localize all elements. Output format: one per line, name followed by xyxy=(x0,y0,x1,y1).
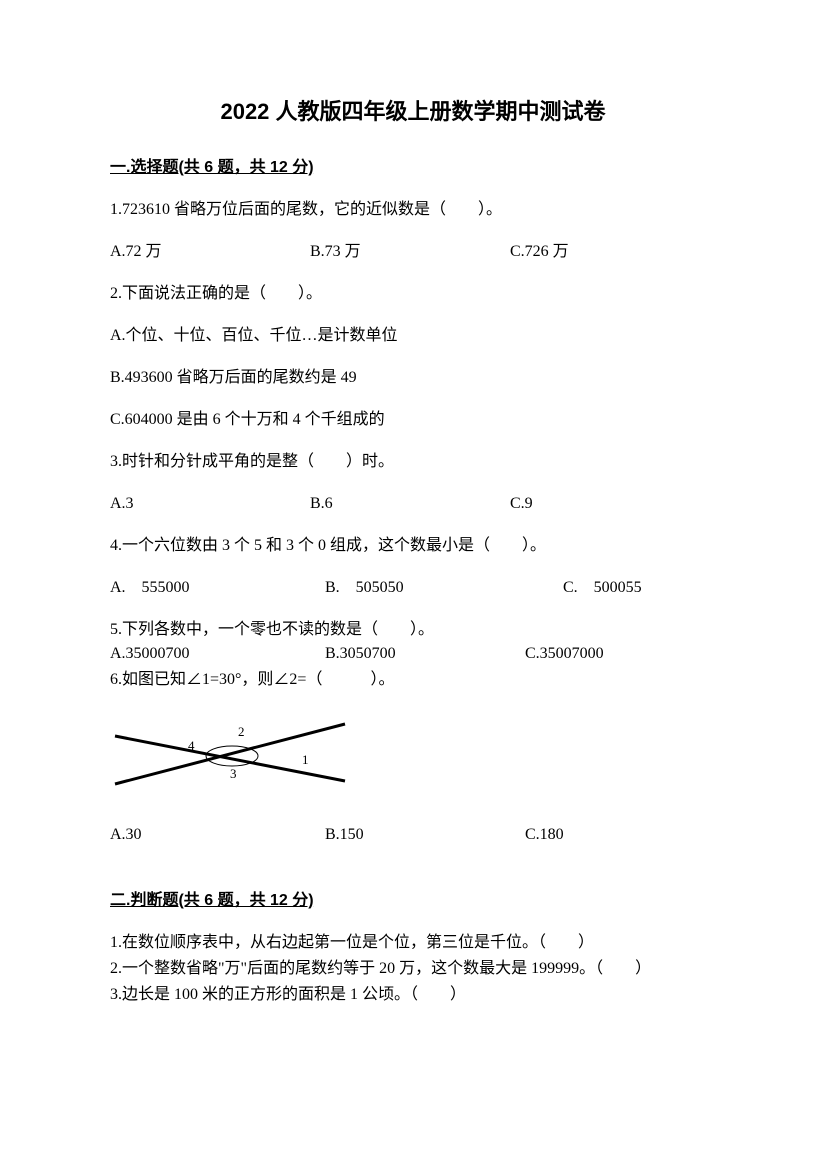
q1-text: 1.723610 省略万位后面的尾数，它的近似数是（ ）。 xyxy=(110,198,716,222)
q4-option-a: A. 555000 xyxy=(110,576,325,600)
q6-option-c: C.180 xyxy=(525,823,705,847)
section1-header: 一.选择题(共 6 题，共 12 分) xyxy=(110,156,716,180)
page-title: 2022 人教版四年级上册数学期中测试卷 xyxy=(110,95,716,128)
q6-text: 6.如图已知∠1=30°，则∠2=（ ）。 xyxy=(110,668,716,692)
q3-text: 3.时针和分针成平角的是整（ ）时。 xyxy=(110,450,716,474)
q2-option-b: B.493600 省略万后面的尾数约是 49 xyxy=(110,366,716,390)
q1-option-b: B.73 万 xyxy=(310,240,510,264)
q4-option-b: B. 505050 xyxy=(325,576,563,600)
q3-option-c: C.9 xyxy=(510,492,690,516)
s2-q1: 1.在数位顺序表中，从右边起第一位是个位，第三位是千位。（ ） xyxy=(110,931,716,955)
q6-option-b: B.150 xyxy=(325,823,525,847)
q5-option-a: A.35000700 xyxy=(110,642,325,666)
q1-options: A.72 万 B.73 万 C.726 万 xyxy=(110,240,716,264)
q2-option-c: C.604000 是由 6 个十万和 4 个千组成的 xyxy=(110,408,716,432)
q1-option-c: C.726 万 xyxy=(510,240,690,264)
q3-option-b: B.6 xyxy=(310,492,510,516)
q5-text: 5.下列各数中，一个零也不读的数是（ ）。 xyxy=(110,618,716,642)
q5-option-b: B.3050700 xyxy=(325,642,525,666)
angle-diagram-svg: 1 2 3 4 xyxy=(110,706,350,801)
q4: 4.一个六位数由 3 个 5 和 3 个 0 组成，这个数最小是（ ）。 A. … xyxy=(110,534,716,600)
q6: 6.如图已知∠1=30°，则∠2=（ ）。 xyxy=(110,668,716,692)
q5: 5.下列各数中，一个零也不读的数是（ ）。 A.35000700 B.30507… xyxy=(110,618,716,666)
q2-text: 2.下面说法正确的是（ ）。 xyxy=(110,282,716,306)
s2-q3: 3.边长是 100 米的正方形的面积是 1 公顷。（ ） xyxy=(110,983,716,1007)
svg-text:4: 4 xyxy=(188,738,195,753)
q3: 3.时针和分针成平角的是整（ ）时。 A.3 B.6 C.9 xyxy=(110,450,716,516)
section2-header: 二.判断题(共 6 题，共 12 分) xyxy=(110,889,716,913)
q3-option-a: A.3 xyxy=(110,492,310,516)
q2: 2.下面说法正确的是（ ）。 A.个位、十位、百位、千位…是计数单位 B.493… xyxy=(110,282,716,432)
q5-options: A.35000700 B.3050700 C.35007000 xyxy=(110,642,716,666)
q5-option-c: C.35007000 xyxy=(525,642,675,666)
q4-option-c: C. 500055 xyxy=(563,576,713,600)
svg-text:1: 1 xyxy=(302,752,309,767)
q4-text: 4.一个六位数由 3 个 5 和 3 个 0 组成，这个数最小是（ ）。 xyxy=(110,534,716,558)
q6-options: A.30 B.150 C.180 xyxy=(110,823,716,847)
svg-text:3: 3 xyxy=(230,766,237,781)
q6-options-block: A.30 B.150 C.180 xyxy=(110,823,716,847)
q1-option-a: A.72 万 xyxy=(110,240,310,264)
svg-text:2: 2 xyxy=(238,724,245,739)
q1: 1.723610 省略万位后面的尾数，它的近似数是（ ）。 A.72 万 B.7… xyxy=(110,198,716,264)
angle-diagram: 1 2 3 4 xyxy=(110,706,716,809)
q2-option-a: A.个位、十位、百位、千位…是计数单位 xyxy=(110,324,716,348)
q6-option-a: A.30 xyxy=(110,823,325,847)
q3-options: A.3 B.6 C.9 xyxy=(110,492,716,516)
s2-q2: 2.一个整数省略"万"后面的尾数约等于 20 万，这个数最大是 199999。（… xyxy=(110,957,716,981)
q4-options: A. 555000 B. 505050 C. 500055 xyxy=(110,576,716,600)
